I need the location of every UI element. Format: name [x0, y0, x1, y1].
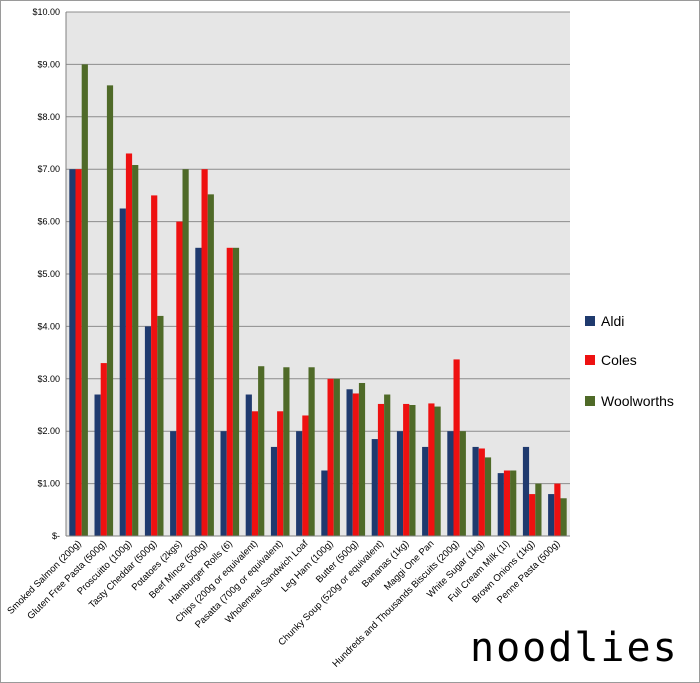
legend-label-coles: Coles: [601, 352, 637, 368]
bars: [69, 64, 567, 537]
bar-aldi: [422, 446, 429, 536]
bar-coles: [226, 247, 233, 537]
bar-aldi: [522, 446, 530, 536]
y-tick-label: $3.00: [37, 374, 60, 384]
y-tick-labels: $- $1.00 $2.00 $3.00 $4.00 $5.00 $6.00 $7.00 $8.…: [32, 7, 60, 541]
bar-coles: [151, 195, 158, 536]
bar-woolworths: [333, 378, 340, 536]
bar-aldi: [119, 208, 126, 536]
legend-swatch-woolworths: [585, 396, 595, 406]
y-tick-label: $5.00: [37, 269, 60, 279]
bar-woolworths: [106, 85, 114, 537]
bar-coles: [176, 221, 183, 536]
bar-woolworths: [510, 470, 517, 536]
legend-label-woolworths: Woolworths: [601, 393, 674, 409]
x-tick-labels: Smoked Salmon (200g)Gluten Free Pasta (5…: [5, 538, 562, 670]
bar-coles: [428, 403, 435, 536]
y-tick-label: $1.00: [37, 479, 60, 489]
bar-coles: [75, 169, 82, 536]
legend-swatch-aldi: [585, 316, 595, 326]
bar-woolworths: [283, 367, 290, 536]
bar-aldi: [296, 431, 303, 536]
bar-coles: [251, 411, 259, 536]
bar-coles: [352, 393, 359, 536]
y-tick-label: $-: [52, 531, 60, 541]
bar-coles: [554, 483, 561, 536]
bar-aldi: [245, 394, 252, 536]
y-tick-label: $8.00: [37, 112, 60, 122]
bar-woolworths: [308, 367, 315, 536]
y-tick-label: $7.00: [37, 164, 60, 174]
bar-coles: [377, 403, 385, 536]
bar-woolworths: [132, 165, 139, 536]
bar-coles: [453, 359, 460, 536]
bar-woolworths: [384, 394, 391, 536]
bar-woolworths: [258, 366, 265, 536]
bar-coles: [529, 494, 536, 536]
bar-woolworths: [207, 194, 214, 536]
bar-coles: [125, 153, 133, 537]
bar-woolworths: [560, 498, 567, 536]
legend-swatch-coles: [585, 355, 595, 365]
bar-aldi: [69, 169, 76, 536]
y-tick-label: $10.00: [32, 7, 60, 17]
y-tick-label: $4.00: [37, 321, 60, 331]
bar-aldi: [220, 431, 227, 536]
y-tick-label: $9.00: [37, 59, 60, 69]
bar-woolworths: [358, 382, 366, 536]
bar-woolworths: [157, 315, 164, 536]
bar-aldi: [195, 247, 202, 537]
bar-coles: [503, 470, 511, 536]
bar-woolworths: [182, 169, 189, 536]
bar-aldi: [548, 494, 555, 536]
bar-woolworths: [232, 247, 240, 537]
bar-aldi: [144, 326, 152, 536]
bar-aldi: [447, 431, 454, 536]
bar-woolworths: [484, 457, 492, 536]
bar-aldi: [371, 439, 378, 536]
bar-aldi: [170, 431, 177, 536]
bar-aldi: [94, 394, 101, 536]
bar-coles: [100, 363, 107, 536]
bar-coles: [403, 403, 410, 536]
bar-aldi: [497, 473, 504, 536]
bar-aldi: [346, 389, 353, 536]
bar-aldi: [270, 446, 278, 536]
legend: Aldi Coles Woolworths: [585, 313, 674, 409]
bar-coles: [277, 411, 284, 536]
bar-coles: [327, 378, 334, 536]
y-tick-label: $6.00: [37, 217, 60, 227]
bar-coles: [302, 415, 309, 536]
bar-aldi: [472, 446, 479, 536]
gridlines: [66, 11, 570, 485]
bar-aldi: [321, 470, 328, 536]
bar-woolworths: [459, 431, 466, 536]
bar-woolworths: [434, 406, 441, 536]
bar-coles: [478, 448, 485, 536]
bar-woolworths: [409, 405, 416, 536]
bar-woolworths: [81, 64, 88, 537]
y-tick-label: $2.00: [37, 426, 60, 436]
legend-label-aldi: Aldi: [601, 313, 624, 329]
watermark-signature: noodlies: [470, 625, 679, 671]
bar-woolworths: [535, 483, 542, 536]
bar-aldi: [396, 431, 404, 536]
bar-coles: [201, 169, 208, 536]
